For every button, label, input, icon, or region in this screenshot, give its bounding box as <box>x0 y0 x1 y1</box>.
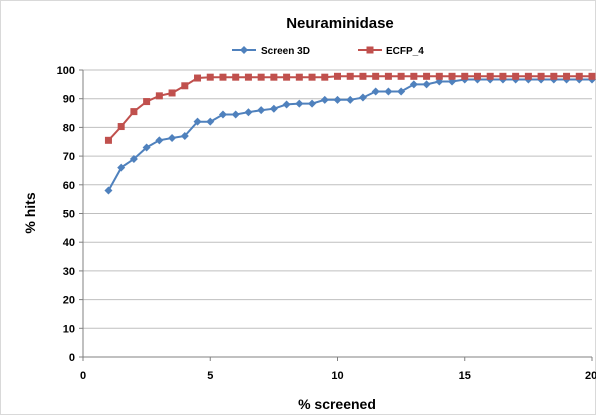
data-point-ecfp-4-22 <box>384 72 392 80</box>
data-point-ecfp-4-35 <box>550 72 558 80</box>
chart-title: Neuraminidase <box>286 15 394 32</box>
data-point-screen-3d-12 <box>257 106 266 115</box>
x-axis-title: % screened <box>298 396 376 412</box>
data-point-screen-3d-4 <box>155 136 164 145</box>
data-point-ecfp-4-1 <box>117 123 125 131</box>
x-tick-label-3: 15 <box>459 370 471 382</box>
data-point-ecfp-4-25 <box>423 72 431 80</box>
data-point-screen-3d-8 <box>206 117 215 126</box>
tick-labels: 0 10 20 30 40 50 60 70 80 90 100 0 5 10 15 20 <box>57 65 596 382</box>
y-tick-label-1: 10 <box>63 323 75 335</box>
data-point-ecfp-4-15 <box>295 73 303 81</box>
data-point-ecfp-4-18 <box>334 72 341 80</box>
data-point-screen-3d-9 <box>218 110 227 119</box>
data-point-ecfp-4-23 <box>397 72 405 80</box>
data-point-ecfp-4-24 <box>410 72 418 80</box>
legend-label-ecfp-4: ECFP_4 <box>386 46 424 57</box>
y-tick-label-10: 100 <box>57 65 75 77</box>
data-point-ecfp-4-33 <box>524 72 532 80</box>
data-point-ecfp-4-9 <box>219 73 227 81</box>
data-point-screen-3d-16 <box>308 99 317 108</box>
series-group <box>104 72 596 195</box>
y-tick-label-2: 20 <box>63 295 75 307</box>
data-point-ecfp-4-38 <box>588 72 596 80</box>
data-point-ecfp-4-14 <box>283 73 291 81</box>
data-point-screen-3d-7 <box>193 117 202 126</box>
data-point-ecfp-4-3 <box>143 98 151 106</box>
data-point-ecfp-4-13 <box>270 73 278 81</box>
data-point-ecfp-4-11 <box>244 73 252 81</box>
data-point-screen-3d-11 <box>244 108 253 117</box>
data-point-screen-3d-18 <box>333 95 342 104</box>
data-point-screen-3d-13 <box>269 104 278 113</box>
data-point-screen-3d-2 <box>129 154 138 163</box>
data-point-screen-3d-21 <box>371 87 380 96</box>
data-point-ecfp-4-26 <box>435 72 443 80</box>
data-point-ecfp-4-16 <box>308 73 316 81</box>
data-point-screen-3d-6 <box>180 132 189 141</box>
data-point-screen-3d-3 <box>142 143 151 152</box>
data-point-ecfp-4-20 <box>359 72 367 80</box>
y-axis-title: % hits <box>22 192 38 233</box>
data-point-ecfp-4-31 <box>499 72 507 80</box>
legend-label-screen-3d: Screen 3D <box>261 46 310 57</box>
x-tick-label-2: 10 <box>331 370 343 382</box>
data-point-ecfp-4-37 <box>575 72 583 80</box>
data-point-ecfp-4-8 <box>206 73 214 81</box>
legend-marker-screen-3d <box>240 46 248 54</box>
legend-marker-ecfp-4 <box>366 46 374 54</box>
x-tick-label-1: 5 <box>207 370 213 382</box>
data-point-ecfp-4-28 <box>461 72 469 80</box>
data-point-screen-3d-24 <box>409 80 418 89</box>
y-tick-label-4: 40 <box>63 237 75 249</box>
data-point-ecfp-4-0 <box>104 136 112 144</box>
data-point-ecfp-4-2 <box>130 108 138 116</box>
data-point-ecfp-4-10 <box>232 73 240 81</box>
y-tick-label-5: 50 <box>63 209 75 221</box>
data-point-ecfp-4-36 <box>563 72 571 80</box>
data-point-screen-3d-19 <box>346 95 355 104</box>
data-point-screen-3d-0 <box>104 186 113 195</box>
y-tick-label-3: 30 <box>63 266 75 278</box>
data-point-ecfp-4-7 <box>194 74 202 82</box>
data-point-screen-3d-23 <box>397 87 406 96</box>
data-point-ecfp-4-6 <box>181 82 189 90</box>
data-point-screen-3d-14 <box>282 100 291 109</box>
data-point-ecfp-4-12 <box>257 73 265 81</box>
data-point-screen-3d-22 <box>384 87 393 96</box>
data-point-ecfp-4-27 <box>448 72 456 80</box>
data-point-screen-3d-15 <box>295 99 304 108</box>
data-point-ecfp-4-29 <box>473 72 481 80</box>
data-point-screen-3d-17 <box>320 95 329 104</box>
grid-lines <box>83 69 592 329</box>
axes <box>79 69 593 361</box>
data-point-screen-3d-1 <box>117 163 126 172</box>
data-point-ecfp-4-30 <box>486 72 494 80</box>
y-tick-label-7: 70 <box>63 151 75 163</box>
data-point-ecfp-4-5 <box>168 89 176 97</box>
data-point-ecfp-4-17 <box>321 73 329 81</box>
data-point-ecfp-4-4 <box>155 92 163 100</box>
x-tick-label-0: 0 <box>80 370 86 382</box>
data-point-ecfp-4-21 <box>372 72 380 80</box>
y-tick-label-0: 0 <box>69 352 75 364</box>
data-point-ecfp-4-19 <box>346 72 354 80</box>
data-point-screen-3d-10 <box>231 110 240 119</box>
x-tick-label-4: 20 <box>585 370 596 382</box>
legend: Screen 3D ECFP_4 <box>232 46 424 57</box>
data-point-ecfp-4-32 <box>512 72 520 80</box>
y-tick-label-9: 90 <box>63 94 75 106</box>
data-point-screen-3d-5 <box>168 134 177 143</box>
data-point-screen-3d-25 <box>422 80 431 89</box>
data-point-screen-3d-20 <box>358 93 367 102</box>
y-tick-label-6: 60 <box>63 180 75 192</box>
data-point-ecfp-4-34 <box>537 72 545 80</box>
y-tick-label-8: 80 <box>63 122 75 134</box>
